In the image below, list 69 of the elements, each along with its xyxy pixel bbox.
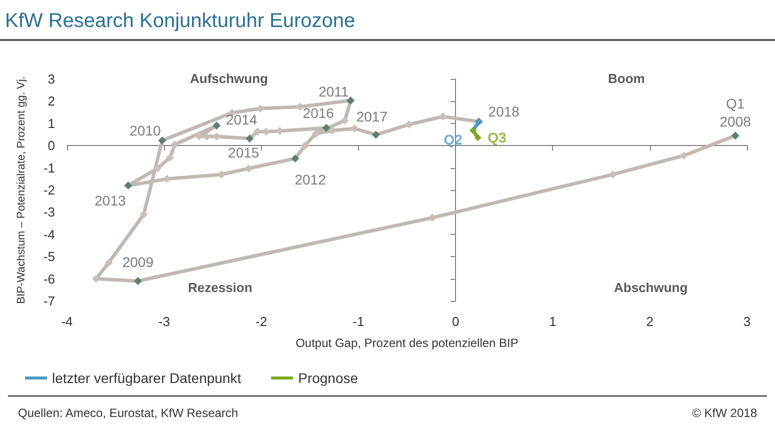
point: [350, 124, 359, 133]
point: [253, 128, 262, 136]
y-tick-label: 3: [48, 72, 55, 86]
annotation: Boom: [608, 71, 645, 86]
x-tick-label: 3: [743, 314, 751, 329]
y-tick-label: 2: [48, 94, 55, 109]
annotation: Q3: [488, 130, 506, 146]
annotation: 2010: [130, 122, 161, 138]
point: [276, 126, 284, 135]
point: [340, 116, 349, 125]
point: [217, 170, 226, 178]
point: [474, 134, 482, 142]
y-axis-title: BIP-Wachstum – Potenzialrate, Prozent gg. Vj.: [16, 76, 28, 304]
x-tick-label: -2: [256, 314, 268, 329]
x-tick-label: -4: [61, 314, 73, 329]
point: [202, 132, 211, 140]
point: [256, 104, 264, 113]
point: [163, 174, 172, 183]
y-tick-label: -2: [43, 182, 55, 198]
annotation: 2018: [488, 104, 520, 120]
annotation: 2017: [356, 108, 388, 125]
annotation: Rezession: [188, 280, 252, 295]
point: [195, 132, 204, 140]
point: [262, 128, 270, 136]
point: [438, 112, 447, 121]
point: [170, 140, 179, 148]
annotation: Abschwung: [614, 280, 688, 295]
point: [428, 214, 436, 222]
y-tick-label: -3: [43, 204, 55, 220]
annotation: 2016: [302, 104, 334, 121]
y-tick-label: -6: [43, 271, 55, 286]
y-tick-label: 0: [48, 138, 55, 154]
annotation: 2012: [294, 171, 326, 188]
x-axis-title: Output Gap, Prozent des potenziellen BIP: [296, 336, 518, 350]
y-tick-label: -7: [43, 294, 55, 308]
text: © KfW 2018: [692, 406, 758, 420]
legend-label: Prognose: [298, 370, 358, 386]
y-tick-label: -1: [43, 160, 55, 176]
point: [153, 164, 162, 172]
annotation: Aufschwung: [190, 71, 268, 86]
point: [244, 164, 253, 172]
x-tick-label: 0: [452, 314, 460, 329]
y-tick-label: 1: [48, 116, 55, 131]
point: [92, 274, 100, 283]
point: [608, 170, 617, 178]
annotation: 2009: [122, 254, 154, 270]
point: [328, 126, 336, 135]
annotation: 2013: [94, 192, 126, 209]
x-tick-label: 2: [646, 314, 654, 329]
annotation: 2014: [226, 112, 258, 128]
point: [680, 152, 688, 160]
x-tick-label: -1: [352, 314, 364, 329]
annotation: Q1 2008: [720, 96, 752, 130]
y-tick-label: -4: [43, 226, 55, 242]
legend-label: letzter verfügbarer Datenpunkt: [52, 370, 242, 386]
annotation: 2011: [318, 84, 349, 100]
x-tick-label: -3: [158, 314, 170, 329]
annotation: 2015: [228, 144, 260, 160]
point: [140, 210, 148, 218]
y-tick-label: -5: [43, 249, 55, 264]
x-tick-label: 1: [549, 314, 556, 329]
point: [212, 132, 221, 140]
point: [104, 258, 113, 267]
chart-title: KfW Research Konjunkturuhr Eurozone: [5, 10, 356, 32]
source-note: Quellen: Ameco, Eurostat, KfW Research: [18, 406, 238, 420]
point: [166, 154, 174, 162]
point: [301, 142, 309, 150]
point: [404, 120, 413, 129]
point: [296, 102, 304, 111]
